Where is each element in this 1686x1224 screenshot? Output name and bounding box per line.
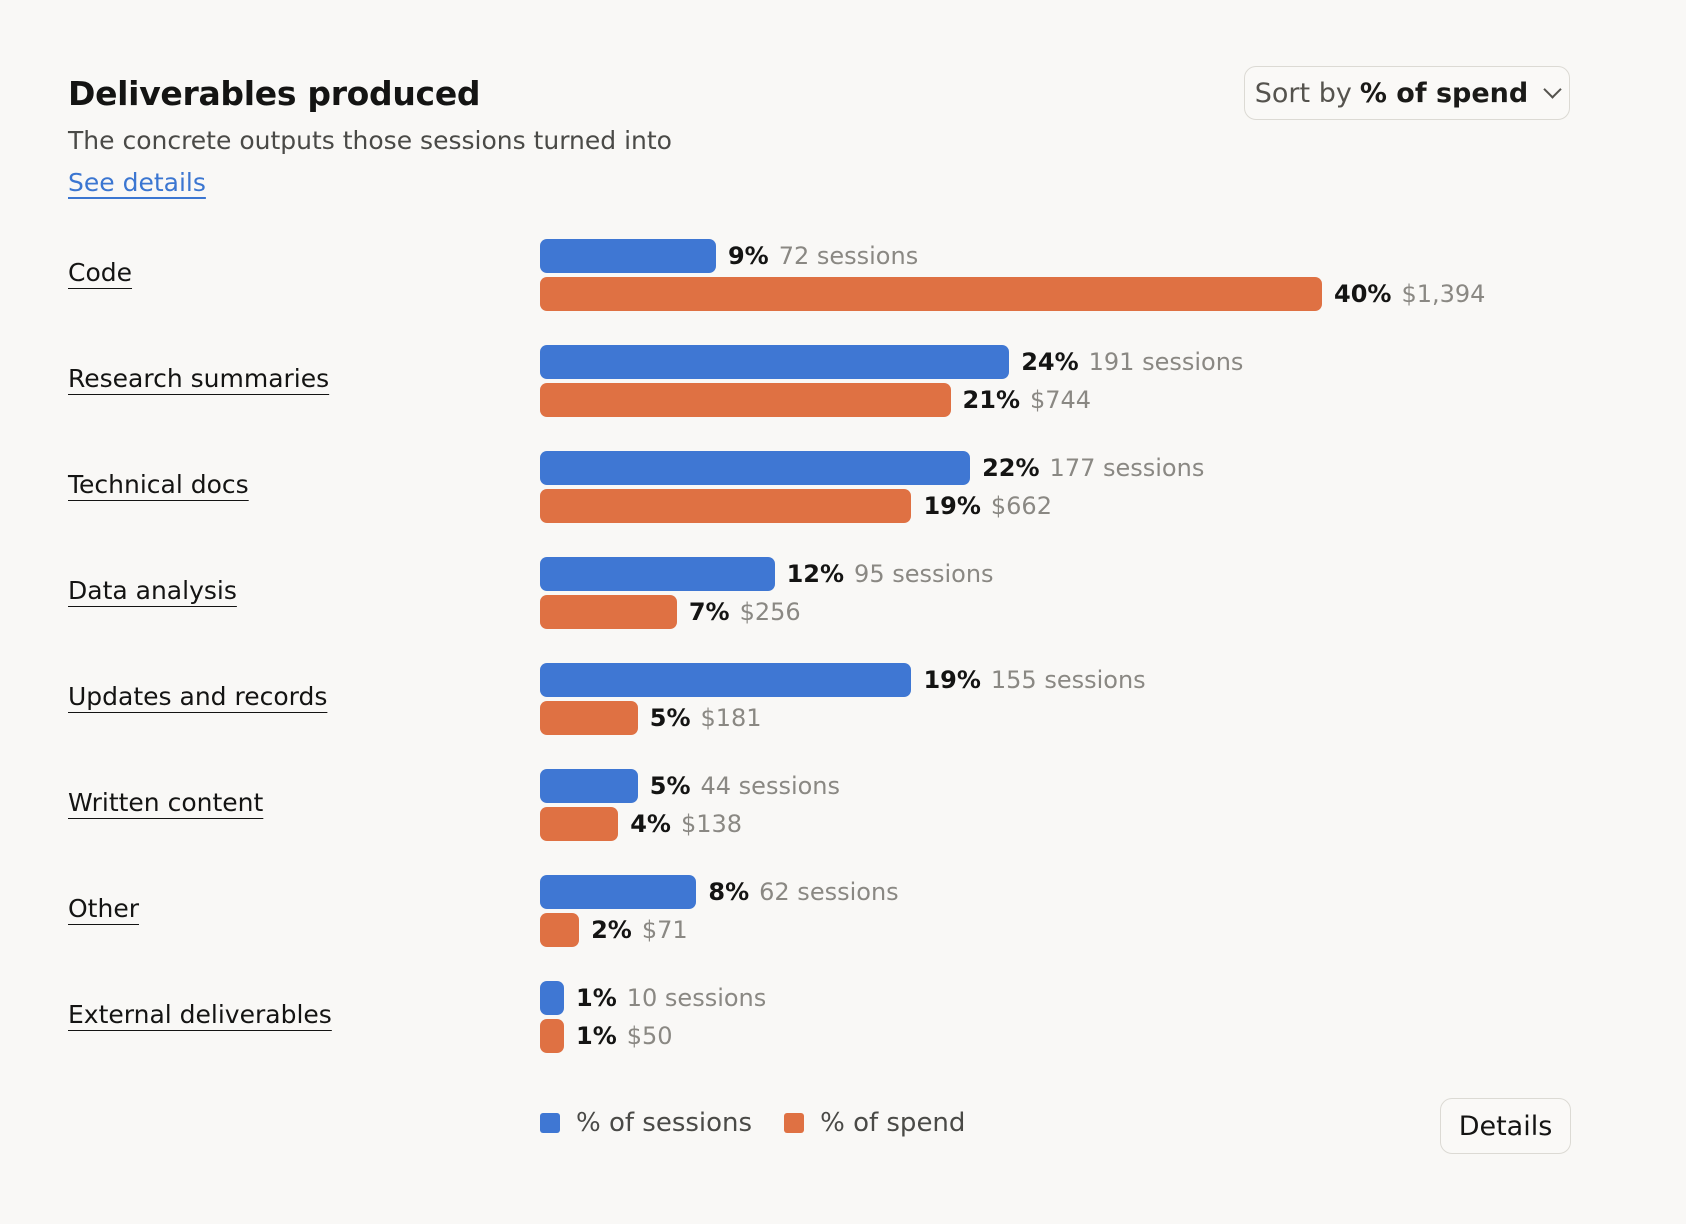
category-label-research-summaries[interactable]: Research summaries <box>68 364 330 393</box>
session-count-label: 44 sessions <box>700 772 841 800</box>
sessions-bar-other <box>540 875 697 909</box>
category-label-data-analysis[interactable]: Data analysis <box>68 576 237 605</box>
sessions-bar-data-analysis <box>540 557 775 591</box>
sessions-value-label: 9% 72 sessions <box>728 239 918 273</box>
category-label-other[interactable]: Other <box>68 894 139 923</box>
spend-value-label: 19% $662 <box>923 489 1052 523</box>
sort-value: % of spend <box>1359 77 1529 109</box>
spend-bar-data-analysis <box>540 595 677 629</box>
category-label-technical-docs[interactable]: Technical docs <box>68 470 249 499</box>
chevron-down-icon <box>1543 79 1562 99</box>
percent-label: 7% <box>688 598 730 626</box>
session-count-label: 62 sessions <box>759 878 899 906</box>
sessions-bar-written-content <box>540 769 638 803</box>
spend-value-label: 40% $1,394 <box>1334 277 1485 311</box>
category-label-external-deliverables[interactable]: External deliverables <box>68 1000 332 1029</box>
percent-label: 12% <box>786 560 845 588</box>
sessions-value-label: 19% 155 sessions <box>923 663 1145 697</box>
spend-value-label: 5% $181 <box>650 701 762 735</box>
spend-amount-label: $256 <box>739 598 801 626</box>
chart-title: Deliverables produced <box>68 74 481 113</box>
sessions-value-label: 8% 62 sessions <box>708 875 898 909</box>
percent-label: 9% <box>727 242 769 270</box>
spend-amount-label: $1,394 <box>1401 280 1486 308</box>
spend-amount-label: $50 <box>626 1022 673 1050</box>
percent-label: 8% <box>708 878 750 906</box>
sessions-bar-code <box>540 239 716 273</box>
sessions-bar-updates-and-records <box>540 663 912 697</box>
spend-amount-label: $662 <box>990 492 1052 520</box>
spend-bar-technical-docs <box>540 489 912 523</box>
percent-label: 5% <box>649 704 691 732</box>
session-count-label: 191 sessions <box>1088 348 1244 376</box>
legend-label-spend: % of spend <box>820 1108 966 1138</box>
sessions-bar-research-summaries <box>540 345 1010 379</box>
session-count-label: 177 sessions <box>1049 454 1205 482</box>
percent-label: 19% <box>923 666 981 694</box>
legend-swatch-spend <box>784 1113 805 1133</box>
spend-value-label: 2% $71 <box>591 913 688 947</box>
sessions-value-label: 1% 10 sessions <box>576 981 766 1015</box>
category-label-updates-and-records[interactable]: Updates and records <box>68 682 328 711</box>
chart-subtitle: The concrete outputs those sessions turn… <box>68 126 672 155</box>
see-details-link[interactable]: See details <box>68 168 206 197</box>
legend-label-sessions: % of sessions <box>576 1108 753 1138</box>
spend-bar-other <box>540 913 580 947</box>
spend-amount-label: $71 <box>641 916 688 944</box>
legend: % of sessions % of spend <box>540 1108 997 1138</box>
spend-bar-external-deliverables <box>540 1019 564 1053</box>
category-label-written-content[interactable]: Written content <box>68 788 264 817</box>
percent-label: 1% <box>576 1022 617 1050</box>
percent-label: 19% <box>923 492 981 520</box>
spend-amount-label: $181 <box>700 704 762 732</box>
sessions-value-label: 12% 95 sessions <box>787 557 994 591</box>
spend-bar-updates-and-records <box>540 701 638 735</box>
session-count-label: 72 sessions <box>778 242 919 270</box>
session-count-label: 155 sessions <box>990 666 1146 694</box>
percent-label: 2% <box>591 916 632 944</box>
spend-value-label: 21% $744 <box>963 383 1092 417</box>
details-button[interactable]: Details <box>1440 1098 1571 1154</box>
sort-dropdown[interactable]: Sort by % of spend <box>1244 66 1570 120</box>
spend-amount-label: $138 <box>680 810 743 838</box>
spend-bar-code <box>540 277 1322 311</box>
legend-item-spend: % of spend <box>784 1108 965 1138</box>
percent-label: 4% <box>630 810 671 838</box>
legend-item-sessions: % of sessions <box>540 1108 752 1138</box>
sessions-value-label: 24% 191 sessions <box>1021 345 1243 379</box>
percent-label: 24% <box>1021 348 1079 376</box>
spend-bar-written-content <box>540 807 619 841</box>
spend-value-label: 7% $256 <box>689 595 801 629</box>
session-count-label: 10 sessions <box>626 984 767 1012</box>
legend-swatch-sessions <box>540 1113 560 1133</box>
sort-prefix: Sort by <box>1254 77 1352 109</box>
sessions-bar-technical-docs <box>540 451 971 485</box>
sessions-value-label: 5% 44 sessions <box>650 769 840 803</box>
sessions-value-label: 22% 177 sessions <box>982 451 1204 485</box>
spend-amount-label: $744 <box>1030 386 1092 414</box>
percent-label: 22% <box>982 454 1040 482</box>
category-label-code[interactable]: Code <box>68 258 133 287</box>
percent-label: 40% <box>1334 280 1392 308</box>
session-count-label: 95 sessions <box>854 560 994 588</box>
spend-value-label: 4% $138 <box>630 807 742 841</box>
percent-label: 21% <box>962 386 1020 414</box>
spend-bar-research-summaries <box>540 383 951 417</box>
percent-label: 5% <box>649 772 691 800</box>
sessions-bar-external-deliverables <box>540 981 564 1015</box>
spend-value-label: 1% $50 <box>576 1019 673 1053</box>
percent-label: 1% <box>576 984 617 1012</box>
